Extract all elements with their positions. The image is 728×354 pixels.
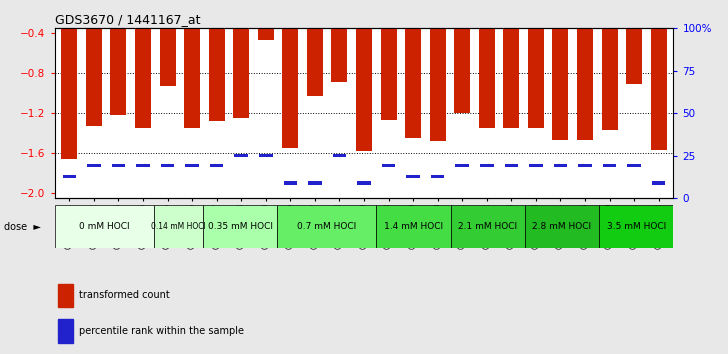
Bar [480,164,494,167]
Bar [210,164,223,167]
Bar [159,0,175,86]
Bar [308,182,322,185]
Text: percentile rank within the sample: percentile rank within the sample [79,326,245,336]
Bar [61,0,77,159]
Bar [554,164,567,167]
Bar [55,205,154,248]
Bar [136,164,150,167]
Bar [154,205,203,248]
Bar [430,0,446,141]
Bar [203,205,277,248]
Bar [259,154,272,157]
Bar [161,164,174,167]
Bar [283,182,297,185]
Bar [479,0,495,128]
Bar [135,0,151,128]
Bar [651,0,667,150]
Text: 2.8 mM HOCl: 2.8 mM HOCl [532,222,592,231]
Bar [628,164,641,167]
Bar [184,0,200,128]
Text: 2.1 mM HOCl: 2.1 mM HOCl [458,222,518,231]
Bar [234,154,248,157]
Bar [58,284,73,307]
Bar [63,175,76,178]
Bar [277,205,376,248]
Bar [601,0,617,130]
Bar [186,164,199,167]
Bar [357,182,371,185]
Bar [529,164,542,167]
Bar [431,175,445,178]
Text: 0.7 mM HOCl: 0.7 mM HOCl [297,222,357,231]
Bar [451,205,525,248]
Bar [505,164,518,167]
Bar [553,0,569,140]
Bar [209,0,225,121]
Bar [111,0,127,115]
Bar [58,319,73,343]
Bar [333,154,347,157]
Bar [456,164,469,167]
Bar [577,0,593,140]
Text: 0.35 mM HOCl: 0.35 mM HOCl [207,222,273,231]
Bar [652,182,665,185]
Bar [258,0,274,40]
Text: GDS3670 / 1441167_at: GDS3670 / 1441167_at [55,13,200,26]
Bar [111,164,125,167]
Bar [405,0,421,138]
Text: 0.14 mM HOCl: 0.14 mM HOCl [151,222,206,231]
Bar [282,0,298,148]
Bar [626,0,642,84]
Text: 3.5 mM HOCl: 3.5 mM HOCl [606,222,666,231]
Text: 1.4 mM HOCl: 1.4 mM HOCl [384,222,443,231]
Bar [307,0,323,96]
Bar [356,0,372,151]
Bar [376,205,451,248]
Text: 0 mM HOCl: 0 mM HOCl [79,222,130,231]
Bar [525,205,599,248]
Text: dose  ►: dose ► [4,222,41,232]
Bar [381,164,395,167]
Bar [503,0,519,128]
Bar [86,0,102,126]
Bar [233,0,249,118]
Bar [603,164,617,167]
Bar [331,0,347,82]
Text: transformed count: transformed count [79,290,170,301]
Bar [599,205,673,248]
Bar [406,175,420,178]
Bar [87,164,100,167]
Bar [454,0,470,113]
Bar [528,0,544,128]
Bar [381,0,397,120]
Bar [578,164,592,167]
